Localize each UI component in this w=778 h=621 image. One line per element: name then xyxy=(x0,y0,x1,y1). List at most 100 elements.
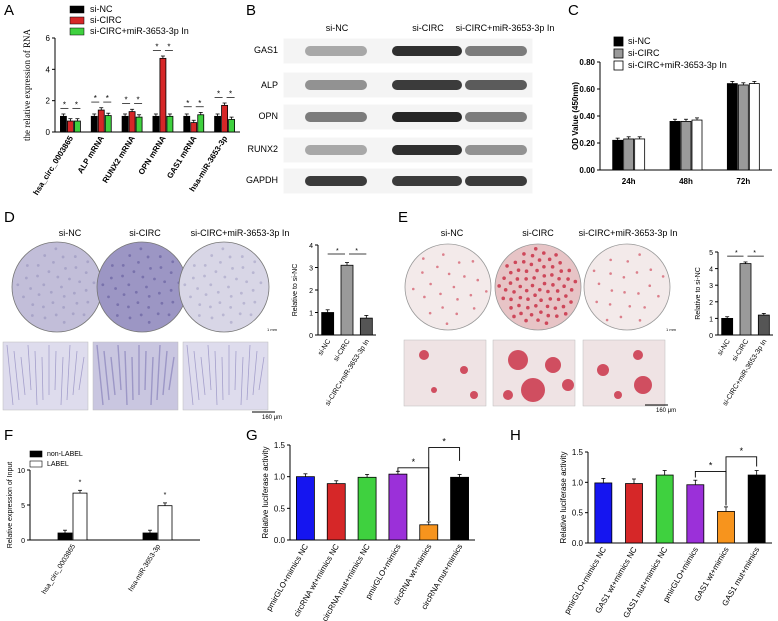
micrograph xyxy=(582,339,666,407)
fiber-line xyxy=(13,350,20,401)
y-tick-label: 0.60 xyxy=(579,85,595,94)
blot-band xyxy=(305,176,367,186)
stain-dot xyxy=(25,264,29,267)
sig-star: * xyxy=(355,248,358,255)
calcium-nodule xyxy=(554,253,558,257)
y-tick-label: 6 xyxy=(46,34,51,43)
calcium-nodule xyxy=(643,306,646,309)
stain-dot xyxy=(62,294,66,298)
x-tick-label: GAS1 mRNA xyxy=(165,134,198,180)
calcium-nodule xyxy=(439,292,442,296)
stain-dot xyxy=(49,290,53,294)
x-tick-label: ALP mRNA xyxy=(76,134,106,175)
stain-dot xyxy=(30,314,34,317)
calcium-nodule xyxy=(595,300,598,304)
e-col-si-circ: si-CIRC xyxy=(522,228,554,238)
calcium-nodule xyxy=(508,270,513,275)
chart-d: 0 1 2 3 4 Relative to si-NC si-NC si-CIRCsi-CIR… xyxy=(292,243,376,407)
calcium-nodule xyxy=(526,305,530,310)
bar xyxy=(142,532,158,541)
stain-dot xyxy=(219,260,222,264)
calcium-nodule xyxy=(422,257,425,260)
bar xyxy=(419,524,439,541)
calcium-nodule xyxy=(469,293,473,297)
stain-dot xyxy=(210,316,214,320)
x-tick-label: si-CIRC xyxy=(333,338,352,362)
calcium-nodule xyxy=(561,304,566,309)
stain-dot xyxy=(82,313,86,317)
calcium-nodule xyxy=(597,364,609,376)
blot-band xyxy=(305,80,367,90)
y-tick-label: 0.20 xyxy=(579,139,595,148)
bar xyxy=(321,312,335,336)
fiber-line xyxy=(246,344,251,401)
blot-band xyxy=(465,46,527,56)
calcium-nodule xyxy=(452,285,456,289)
bar xyxy=(67,120,74,133)
stain-dot xyxy=(36,274,39,278)
calcium-nodule xyxy=(522,252,526,256)
calcium-nodule xyxy=(505,264,509,268)
stain-dot xyxy=(149,266,152,270)
calcium-nodule xyxy=(556,297,561,302)
stain-dot xyxy=(24,276,28,280)
fiber-line xyxy=(144,350,147,391)
calcium-nodule xyxy=(512,314,516,319)
calcium-nodule xyxy=(524,277,528,281)
calcium-nodule xyxy=(648,284,652,288)
calcium-nodule xyxy=(447,272,451,276)
calcium-nodule xyxy=(547,257,552,262)
x-tick-label: hsa-miR-3653-3p xyxy=(128,543,163,593)
stain-dot xyxy=(54,247,58,251)
calcium-nodule xyxy=(569,300,573,304)
calcium-nodule xyxy=(623,291,626,294)
y-tick-label: 2 xyxy=(46,97,51,106)
blot-band xyxy=(465,112,527,122)
calcium-nodule xyxy=(524,288,529,293)
chart-h: 0.0 0.5 1.0 1.5 Relative luciferase activity… xyxy=(559,446,772,619)
fiber-line xyxy=(234,350,237,391)
calcium-nodule xyxy=(610,289,614,292)
stain-dot xyxy=(238,312,242,316)
stain-dot xyxy=(84,288,88,292)
stain-dot xyxy=(249,313,253,317)
stain-dot xyxy=(203,274,206,278)
calcium-nodule xyxy=(441,306,444,309)
stain-dot xyxy=(122,293,126,296)
fiber-line xyxy=(41,356,44,401)
y-tick-label: 0.5 xyxy=(572,509,584,518)
stain-dot xyxy=(62,305,66,309)
stain-dot xyxy=(137,260,140,264)
stain-dot xyxy=(221,313,225,317)
y-tick-label: 3 xyxy=(709,283,713,290)
legend-swatch xyxy=(29,460,43,468)
bar xyxy=(737,84,749,171)
bar xyxy=(625,483,643,544)
bar xyxy=(214,115,221,133)
y-tick-label: 0 xyxy=(21,538,25,545)
y-tick-label: 0 xyxy=(309,333,313,340)
calcium-nodule xyxy=(501,296,506,301)
calcium-nodule xyxy=(530,283,535,288)
stain-dot xyxy=(163,280,167,284)
calcium-nodule xyxy=(542,281,547,286)
bar xyxy=(228,119,235,133)
calcium-nodule xyxy=(563,312,568,316)
alizarin-staining-images: si-NC si-CIRC si-CIRC+miR-3653-3p In 1 m… xyxy=(403,228,677,414)
calcium-nodule xyxy=(476,278,480,282)
legend-swatch xyxy=(613,48,624,59)
sig-star: * xyxy=(137,96,140,105)
stain-dot xyxy=(253,260,257,264)
stain-dot xyxy=(121,274,124,278)
panel-letter-a: A xyxy=(4,2,14,19)
legend-label: si-NC xyxy=(628,36,651,46)
stain-dot xyxy=(183,283,187,287)
calcium-nodule xyxy=(503,288,508,292)
calcium-nodule xyxy=(497,284,501,288)
calcium-nodule xyxy=(633,350,643,360)
calcium-nodule xyxy=(544,321,549,325)
calcium-nodule xyxy=(657,294,660,298)
bar xyxy=(669,121,681,171)
stain-dot xyxy=(43,254,47,257)
